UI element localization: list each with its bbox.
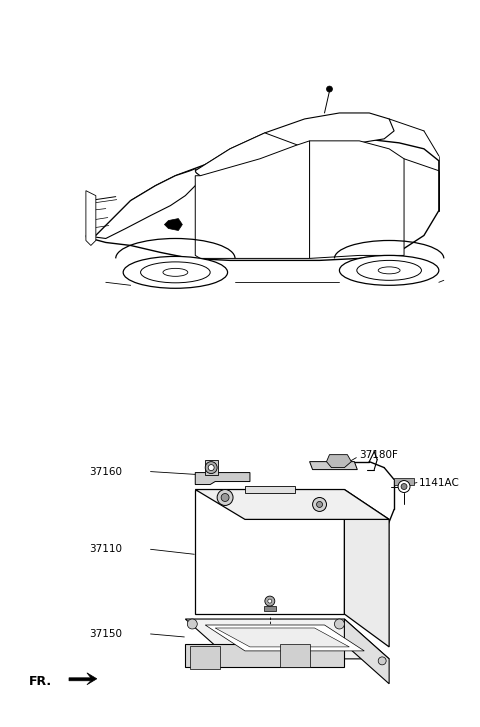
Polygon shape [69,672,97,685]
Circle shape [378,657,386,665]
Text: FR.: FR. [29,675,52,688]
Polygon shape [205,625,364,651]
Polygon shape [165,219,182,230]
Polygon shape [185,619,389,659]
Text: 37110: 37110 [89,545,122,554]
Polygon shape [86,190,96,246]
Circle shape [326,86,333,92]
Circle shape [316,502,323,507]
Polygon shape [195,113,394,176]
Polygon shape [310,462,357,470]
Polygon shape [190,646,220,669]
Circle shape [217,489,233,505]
Polygon shape [394,478,414,484]
Text: 1129KA: 1129KA [300,594,340,604]
Text: 1141AC: 1141AC [419,478,460,488]
Ellipse shape [378,267,400,274]
Text: 37150: 37150 [89,629,122,639]
Circle shape [265,596,275,606]
Polygon shape [205,459,218,475]
Polygon shape [215,628,349,647]
Ellipse shape [123,257,228,289]
Polygon shape [344,619,389,684]
Polygon shape [326,454,351,467]
Polygon shape [195,473,250,484]
Circle shape [398,481,410,492]
Polygon shape [195,141,310,258]
Polygon shape [185,644,344,667]
Circle shape [187,619,197,629]
Ellipse shape [141,262,210,283]
Polygon shape [86,139,439,260]
Ellipse shape [339,255,439,285]
Polygon shape [245,486,295,492]
Polygon shape [344,489,389,647]
Ellipse shape [163,268,188,276]
Polygon shape [86,169,200,238]
Circle shape [312,497,326,511]
Circle shape [221,494,229,502]
Circle shape [208,465,214,470]
Polygon shape [195,489,344,614]
Polygon shape [264,606,276,611]
Polygon shape [195,133,300,176]
Circle shape [335,619,344,629]
Polygon shape [280,644,310,667]
Text: 37180F: 37180F [360,450,398,459]
Circle shape [268,599,272,603]
Ellipse shape [357,260,421,281]
Circle shape [401,483,407,489]
Text: 37160: 37160 [89,467,122,477]
Polygon shape [195,489,389,519]
Circle shape [205,462,217,473]
Polygon shape [310,141,404,258]
